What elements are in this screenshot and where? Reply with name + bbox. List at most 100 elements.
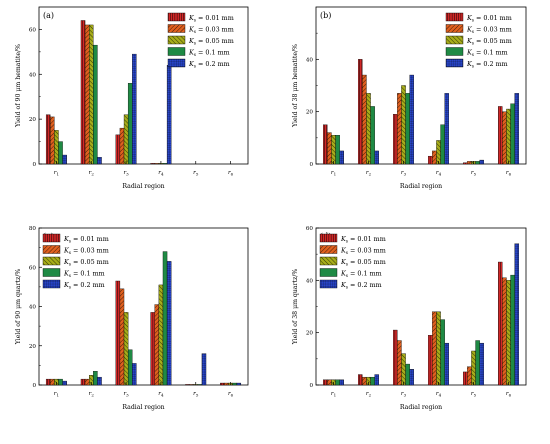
x-axis-label: Radial region — [122, 183, 164, 190]
bar-r5-series-3 — [471, 350, 476, 386]
bar-r2-series-2 — [84, 24, 90, 165]
y-tick-label: 40 — [306, 278, 314, 284]
bar-r4-series-2 — [432, 150, 437, 165]
x-tick-label: r3 — [123, 391, 129, 398]
bar-r3-series-2 — [119, 127, 125, 165]
chart-panel-1: 0 20 40 60 r1 r2 r3 r4 r5 r6 Radial region Yield of… — [15, 6, 249, 190]
bar-r3-series-5 — [409, 369, 414, 386]
panel-label: (b) — [320, 11, 331, 20]
bar-r3-series-2 — [397, 93, 402, 165]
bar-r1-series-4 — [58, 378, 63, 386]
bar-r6-series-3 — [506, 280, 511, 386]
bar-r2-series-1 — [80, 378, 86, 386]
y-axis-label: Yield of 90 μm hematite/% — [15, 44, 22, 128]
bar-r4-series-5 — [444, 93, 449, 165]
bar-r4-series-5 — [166, 261, 172, 386]
legend-entry: Ks = 0.2 mm — [340, 281, 382, 291]
bar-r5-series-4 — [475, 161, 480, 165]
bar-r2-series-4 — [370, 106, 375, 165]
bar-r4-series-1 — [428, 335, 433, 386]
x-tick-label: r2 — [366, 391, 372, 398]
bar-r5-series-2 — [467, 161, 472, 165]
bar-r1-series-2 — [50, 378, 55, 386]
legend-swatch — [319, 245, 338, 254]
x-tick-label: r4 — [436, 170, 442, 177]
chart-panel-3: 0 20 40 60 80 r1 r2 r3 r4 r5 r6 Radial region Yield … — [15, 226, 249, 411]
bar-r5-series-2 — [467, 366, 472, 386]
y-tick-label: 40 — [29, 72, 37, 78]
bar-r4-series-3 — [436, 311, 441, 386]
bar-r6-series-5 — [514, 243, 520, 386]
bar-r3-series-5 — [409, 74, 414, 165]
bar-r1-series-3 — [54, 130, 59, 165]
bar-r4-series-4 — [440, 319, 445, 386]
bar-r4-series-3 — [436, 140, 441, 165]
legend-entry: Ks = 0.01 mm — [63, 235, 109, 245]
bar-r2-series-5 — [97, 157, 102, 165]
legend-entry: Ks = 0.1 mm — [63, 270, 105, 280]
bar-r3-series-4 — [405, 93, 410, 165]
y-tick-label: 0 — [32, 162, 36, 168]
legend-entry: Ks = 0.2 mm — [63, 281, 105, 291]
bar-r3-series-1 — [115, 280, 121, 386]
bar-r6-series-5 — [514, 93, 520, 165]
bar-r5-series-1 — [185, 384, 190, 386]
x-tick-label: r4 — [436, 391, 442, 398]
legend-swatch — [319, 279, 338, 289]
x-tick-label: r5 — [193, 391, 199, 398]
x-tick-label: r1 — [331, 170, 336, 177]
legend-swatch — [167, 12, 186, 22]
bar-r2-series-3 — [366, 93, 371, 165]
x-tick-label: r6 — [506, 170, 512, 177]
bar-r4-series-2 — [154, 304, 160, 386]
legend-entry: Ks = 0.1 mm — [188, 49, 230, 59]
bar-r4-series-5 — [444, 342, 449, 386]
bar-r4-series-4 — [162, 251, 168, 386]
bar-r2-series-5 — [374, 374, 379, 386]
bar-r1-series-3 — [331, 135, 336, 165]
bar-r3-series-5 — [132, 363, 137, 386]
y-tick-label: 20 — [306, 110, 314, 116]
legend-entry: Ks = 0.03 mm — [63, 247, 109, 257]
x-tick-label: r1 — [54, 170, 59, 177]
bar-r3-series-4 — [127, 349, 133, 386]
x-tick-label: r3 — [401, 391, 407, 398]
bar-r4-series-4 — [440, 124, 445, 165]
bar-r1-series-4 — [58, 141, 63, 165]
bar-r2-series-1 — [358, 374, 363, 386]
y-tick-label: 20 — [306, 331, 314, 337]
x-tick-label: r6 — [228, 391, 234, 398]
legend-entry: Ks = 0.01 mm — [340, 235, 386, 245]
y-tick-label: 20 — [29, 117, 37, 123]
x-tick-label: r5 — [471, 170, 477, 177]
bar-r2-series-2 — [84, 378, 90, 386]
bar-r2-series-4 — [93, 44, 98, 165]
bar-r5-series-4 — [197, 384, 203, 386]
y-tick-label: 0 — [309, 162, 313, 168]
bar-r2-series-5 — [374, 150, 379, 165]
legend-entry: Ks = 0.05 mm — [466, 37, 512, 47]
y-tick-label: 20 — [29, 344, 37, 350]
bar-r3-series-2 — [397, 340, 402, 386]
x-tick-label: r3 — [401, 170, 407, 177]
bar-r2-series-2 — [362, 74, 367, 165]
panels: 0 20 40 60 r1 r2 r3 r4 r5 r6 Radial region Yield of… — [15, 6, 527, 411]
legend-swatch — [42, 233, 61, 243]
bar-r3-series-2 — [119, 288, 125, 386]
x-tick-label: r5 — [471, 391, 477, 398]
legend-swatch — [445, 47, 464, 56]
legend-swatch — [42, 245, 61, 254]
bar-r5-series-1 — [463, 162, 468, 165]
bar-r4-series-1 — [428, 155, 433, 165]
bar-r1-series-1 — [323, 379, 328, 386]
bar-r1-series-4 — [335, 379, 340, 386]
bar-r3-series-3 — [401, 85, 406, 165]
bar-r4-series-3 — [158, 284, 164, 386]
y-tick-label: 40 — [306, 57, 314, 63]
x-tick-label: r4 — [158, 170, 164, 177]
bar-r6-series-2 — [502, 111, 507, 165]
plot-frame — [38, 6, 249, 165]
y-tick-label: 0 — [32, 383, 36, 389]
